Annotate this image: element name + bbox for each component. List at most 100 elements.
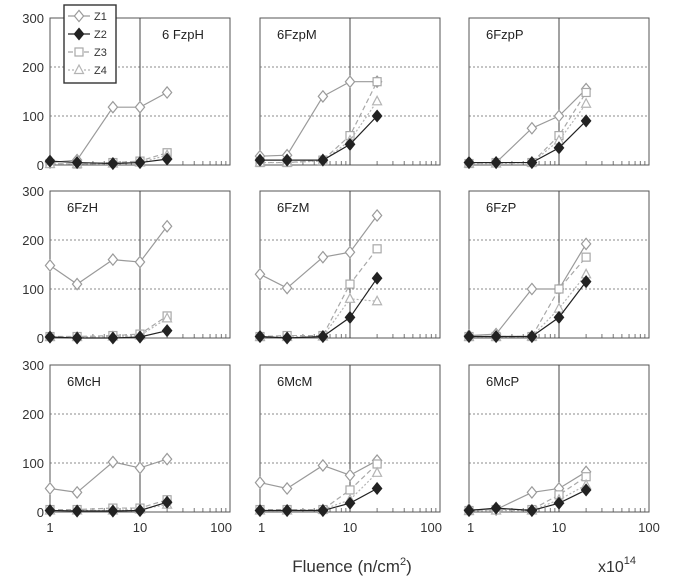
- y-tick-label: 0: [37, 505, 44, 520]
- y-tick-label: 200: [22, 233, 44, 248]
- panel-label: 6McM: [277, 374, 312, 389]
- data-point-z2: [134, 156, 146, 170]
- series-line-z3: [49, 152, 168, 165]
- y-tick-label: 200: [22, 60, 44, 75]
- y-tick-label: 0: [37, 158, 44, 173]
- x-axis-title-close: ): [406, 557, 412, 576]
- data-point-z4: [371, 294, 383, 306]
- data-point-z2: [553, 496, 565, 510]
- legend-marker: [74, 47, 84, 57]
- x-axis-title-sup: 2: [400, 556, 406, 568]
- x-tick-label: 100: [638, 520, 660, 535]
- y-tick-label: 300: [22, 184, 44, 199]
- data-point-z1: [580, 237, 592, 251]
- data-point-z3: [372, 244, 382, 254]
- panel-label: 6FzM: [277, 200, 310, 215]
- data-point-z1: [526, 485, 538, 499]
- series-line-z3: [50, 315, 168, 338]
- legend-label: Z3: [94, 47, 107, 59]
- data-point-z3: [581, 252, 591, 262]
- series-line-z4: [469, 273, 587, 338]
- legend-marker: [73, 9, 85, 23]
- data-point-z2: [371, 271, 383, 285]
- series-line-z3: [50, 499, 168, 511]
- data-point-z2: [317, 153, 329, 167]
- data-point-z1: [553, 109, 565, 123]
- data-point-z1: [254, 476, 266, 490]
- data-point-z2: [463, 329, 475, 344]
- data-point-z1: [44, 481, 56, 496]
- y-tick-label: 100: [22, 456, 44, 471]
- x-tick-label: 100: [420, 520, 442, 535]
- panel-label: 6FzpM: [277, 27, 317, 42]
- data-point-z2: [44, 503, 56, 518]
- data-point-z4: [371, 95, 383, 106]
- data-point-z1: [161, 219, 173, 233]
- panel-label: 6FzpP: [486, 27, 524, 42]
- data-point-z2: [317, 329, 329, 344]
- data-point-z1: [44, 258, 56, 273]
- data-point-z2: [107, 331, 119, 345]
- data-point-z1: [344, 468, 356, 482]
- x-multiplier-exp: 14: [624, 555, 636, 567]
- data-point-z1: [344, 75, 356, 89]
- data-point-z2: [490, 501, 502, 515]
- data-point-z2: [71, 504, 83, 518]
- panel: 6FzM: [254, 190, 441, 345]
- x-axis-title-main: Fluence (n/cm: [292, 557, 400, 576]
- data-point-z2: [344, 310, 356, 324]
- data-point-z4: [344, 292, 356, 303]
- series-line-z4: [260, 472, 378, 512]
- panel-label: 6FzH: [67, 200, 98, 215]
- data-point-z1: [134, 461, 146, 475]
- series-line-z3: [468, 476, 587, 512]
- data-point-z2: [553, 310, 565, 324]
- series-line-z3: [260, 81, 378, 164]
- data-point-z3: [554, 284, 564, 294]
- series-line-z3: [260, 463, 378, 511]
- data-point-z2: [317, 503, 329, 518]
- legend-entry: Z3: [68, 47, 107, 59]
- legend-entry: Z2: [68, 27, 107, 41]
- data-point-z2: [344, 137, 356, 151]
- panel: 6FzH 0 100 200 300: [22, 184, 231, 346]
- data-point-z2: [553, 141, 565, 155]
- panel-label: 6McP: [486, 374, 519, 389]
- legend-entry: Z4: [68, 63, 107, 77]
- x-tick-label: 100: [210, 520, 232, 535]
- panel-label: 6McH: [67, 374, 101, 389]
- y-tick-label: 300: [22, 358, 44, 373]
- data-point-z2: [371, 481, 383, 496]
- x-tick-label: 1: [46, 520, 53, 535]
- data-point-z1: [71, 277, 83, 291]
- data-point-z1: [526, 282, 538, 296]
- data-point-z1: [71, 485, 83, 499]
- data-point-z2: [107, 156, 119, 171]
- series-line-z4: [50, 317, 168, 338]
- data-point-z1: [344, 245, 356, 259]
- y-tick-label: 300: [22, 11, 44, 26]
- x-tick-label: 1: [258, 520, 265, 535]
- panel: 6McH 0 100 200 300 1 10 100: [22, 358, 232, 535]
- data-point-z2: [44, 330, 56, 344]
- data-point-z2: [463, 503, 475, 518]
- x-axis-title: Fluence (n/cm2): [292, 556, 412, 576]
- series-line-z4: [260, 100, 378, 164]
- legend-entry: Z1: [68, 9, 107, 23]
- data-point-z2: [490, 156, 502, 170]
- data-point-z2: [580, 483, 592, 497]
- data-point-z2: [161, 495, 173, 509]
- x-multiplier: x1014: [598, 555, 636, 576]
- data-point-z2: [254, 153, 266, 167]
- data-point-z2: [254, 329, 266, 344]
- data-point-z3: [345, 279, 355, 289]
- data-point-z1: [254, 267, 266, 281]
- data-point-z3: [372, 77, 382, 87]
- data-point-z1: [134, 100, 146, 114]
- x-tick-label: 10: [133, 520, 147, 535]
- data-point-z2: [463, 156, 475, 170]
- data-point-z4: [161, 312, 173, 323]
- legend-marker: [73, 27, 85, 41]
- data-point-z1: [134, 255, 146, 269]
- data-point-z2: [526, 329, 538, 344]
